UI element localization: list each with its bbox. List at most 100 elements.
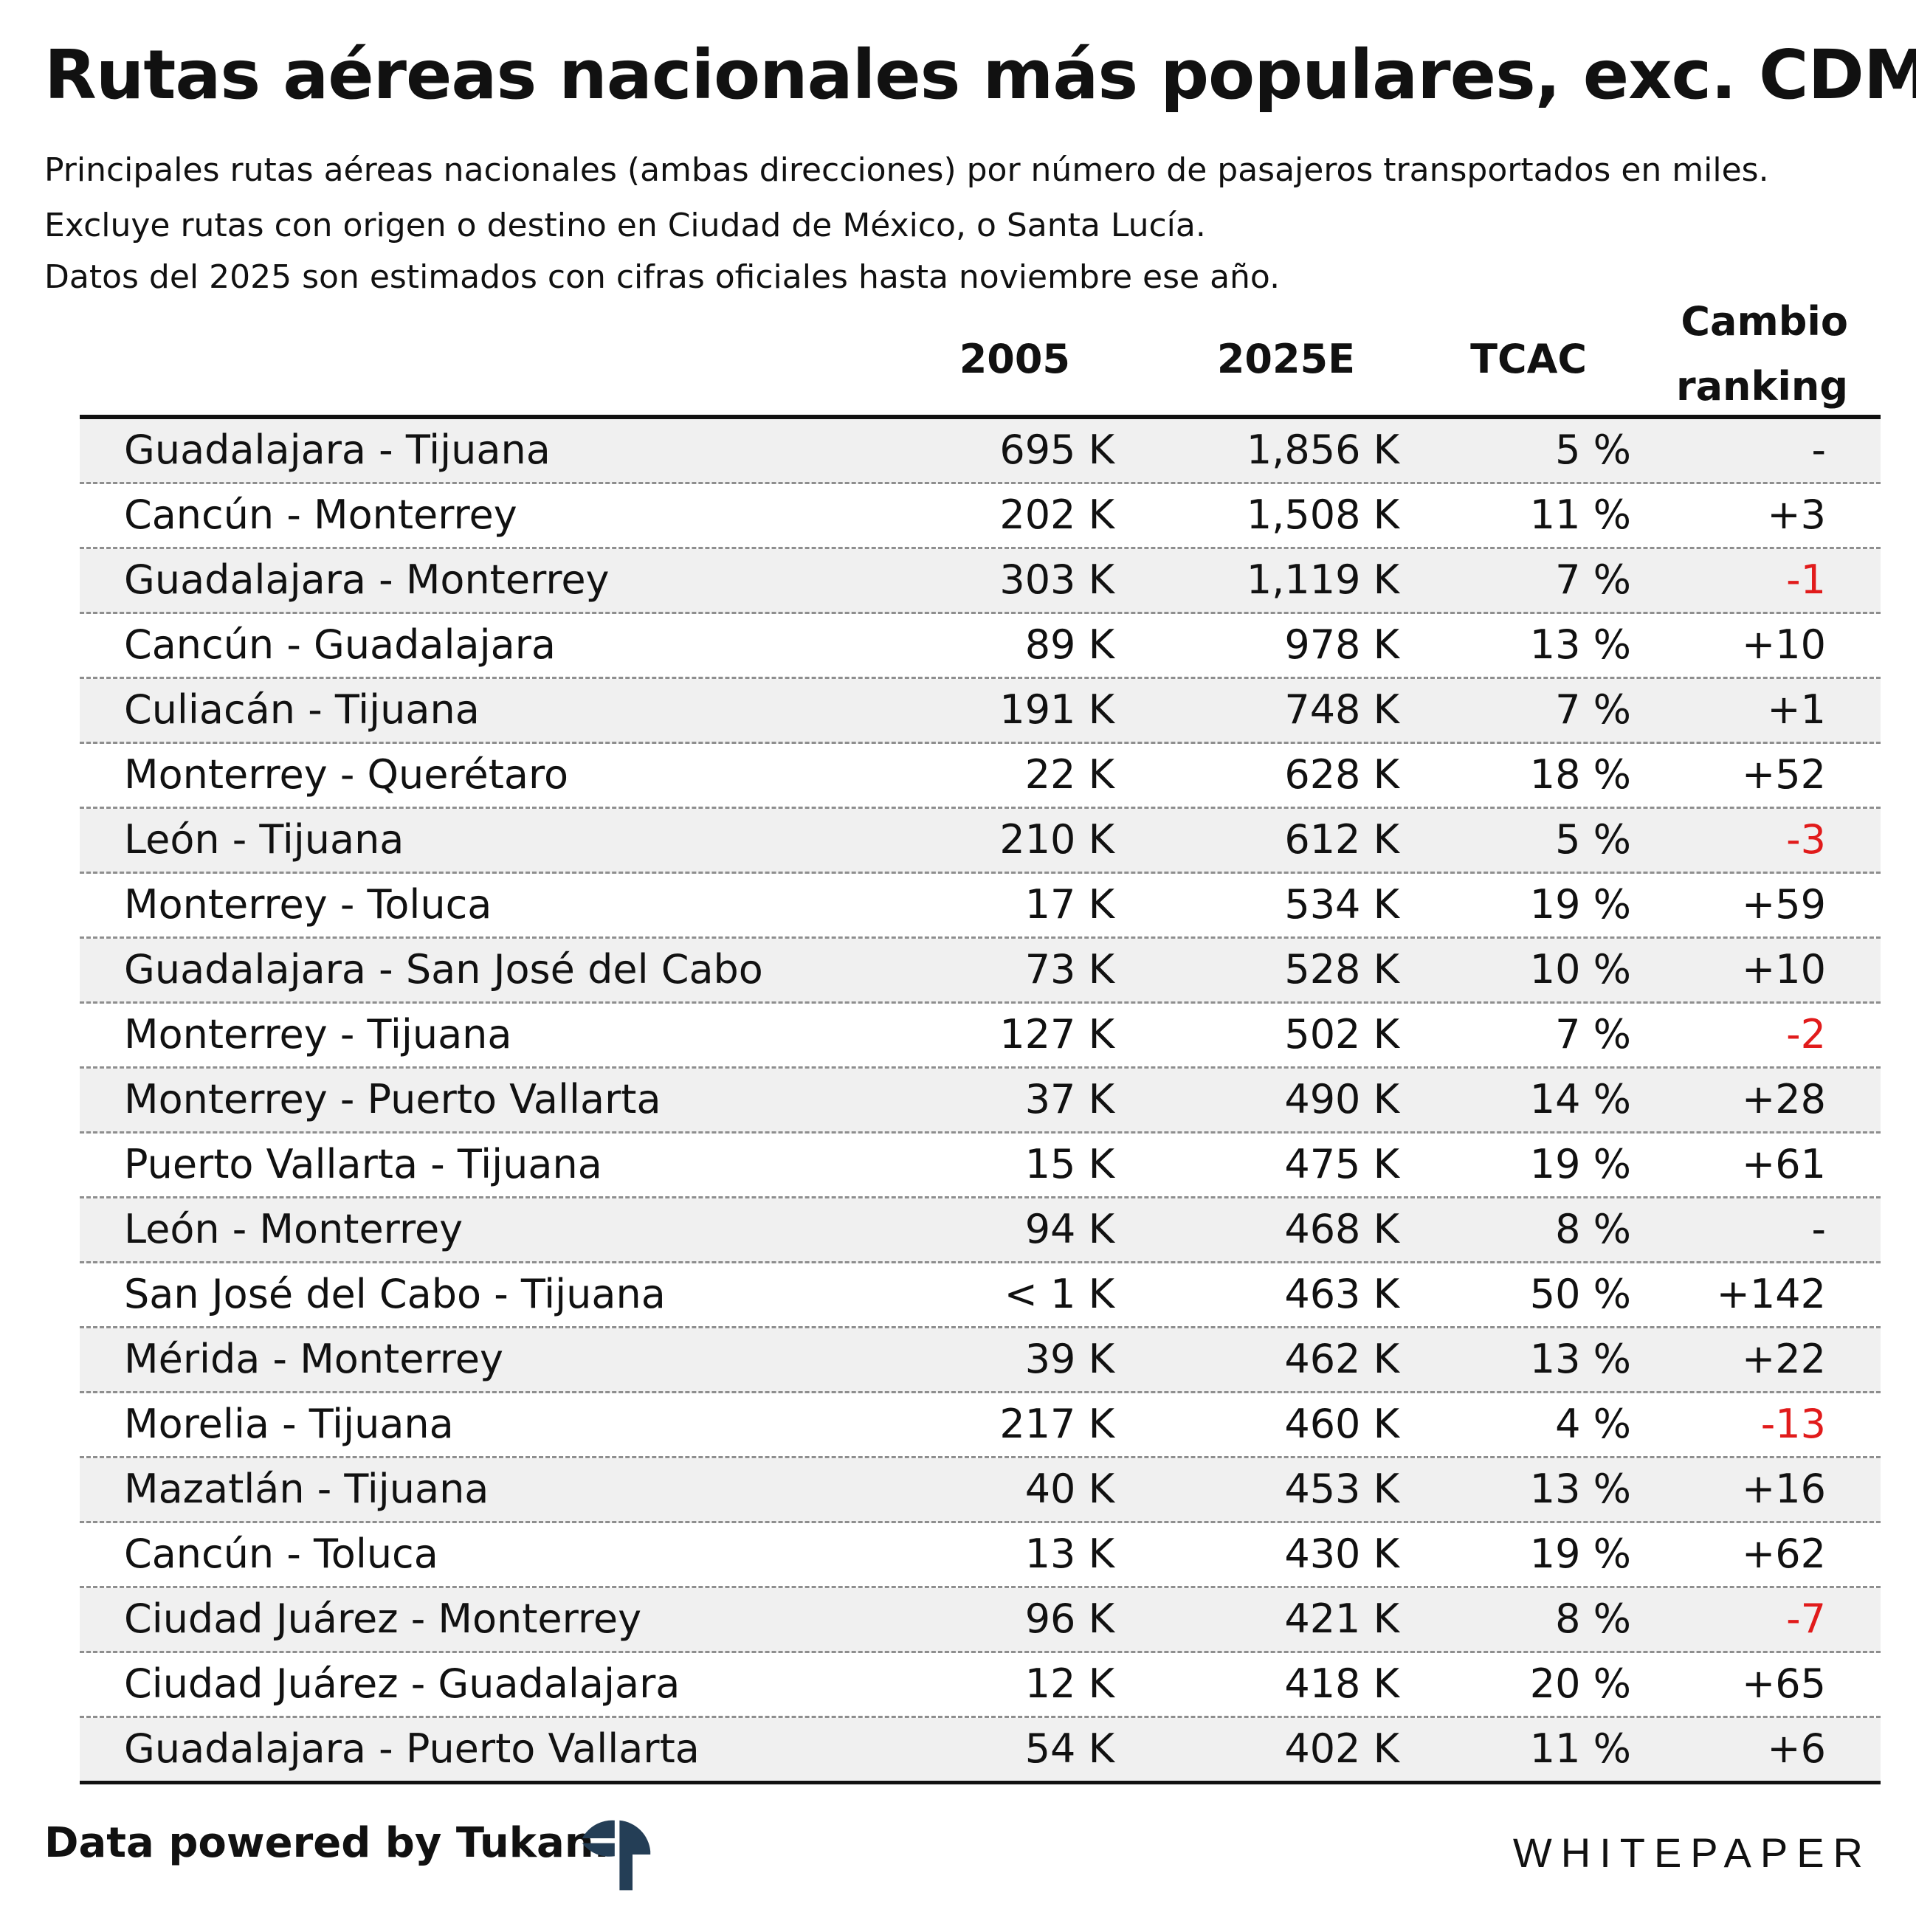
passengers-2005-cell: 37 K xyxy=(1024,1076,1114,1122)
passengers-2025e-cell: 462 K xyxy=(1284,1336,1399,1382)
route-cell: Ciudad Juárez - Monterrey xyxy=(124,1595,642,1642)
ranking-change-cell: +59 xyxy=(1742,881,1826,928)
passengers-2025e-cell: 1,508 K xyxy=(1246,491,1399,538)
ranking-change-cell: +6 xyxy=(1767,1725,1826,1772)
table-row: Monterrey - Querétaro 22 K 628 K 18 % +52 xyxy=(80,744,1881,809)
table-row: Ciudad Juárez - Guadalajara 12 K 418 K 20 %… xyxy=(80,1653,1881,1718)
tcac-cell: 7 % xyxy=(1555,1011,1631,1058)
passengers-2025e-cell: 418 K xyxy=(1284,1660,1399,1707)
table-row: Guadalajara - Monterrey 303 K 1,119 K 7 % -1 xyxy=(80,549,1881,614)
column-header-tcac: TCAC xyxy=(1470,336,1587,382)
ranking-change-cell: -1 xyxy=(1786,556,1826,603)
tcac-cell: 5 % xyxy=(1555,427,1631,473)
routes-table: Guadalajara - Tijuana 695 K 1,856 K 5 % - Can… xyxy=(80,415,1881,1784)
ranking-change-cell: +65 xyxy=(1742,1660,1826,1707)
table-row: Puerto Vallarta - Tijuana 15 K 475 K 19 % +6… xyxy=(80,1134,1881,1198)
table-row: Monterrey - Puerto Vallarta 37 K 490 K 14 %… xyxy=(80,1069,1881,1134)
passengers-2005-cell: 39 K xyxy=(1024,1336,1114,1382)
ranking-change-cell: +10 xyxy=(1742,946,1826,993)
tcac-cell: 7 % xyxy=(1555,556,1631,603)
ranking-change-cell: +16 xyxy=(1742,1466,1826,1512)
route-cell: León - Monterrey xyxy=(124,1206,464,1252)
passengers-2005-cell: 695 K xyxy=(999,427,1114,473)
ranking-change-cell: +62 xyxy=(1742,1531,1826,1577)
table-row: Cancún - Monterrey 202 K 1,508 K 11 % +3 xyxy=(80,484,1881,549)
passengers-2005-cell: 210 K xyxy=(999,816,1114,863)
ranking-change-cell: +10 xyxy=(1742,621,1826,668)
passengers-2005-cell: 217 K xyxy=(999,1401,1114,1447)
table-row: Monterrey - Tijuana 127 K 502 K 7 % -2 xyxy=(80,1004,1881,1069)
table-row: León - Tijuana 210 K 612 K 5 % -3 xyxy=(80,809,1881,874)
route-cell: Monterrey - Querétaro xyxy=(124,751,569,798)
passengers-2025e-cell: 460 K xyxy=(1284,1401,1399,1447)
passengers-2025e-cell: 463 K xyxy=(1284,1271,1399,1317)
ranking-change-cell: - xyxy=(1811,427,1827,473)
column-header-ranking-line-2: ranking xyxy=(1675,363,1848,410)
route-cell: Morelia - Tijuana xyxy=(124,1401,454,1447)
table-row: Culiacán - Tijuana 191 K 748 K 7 % +1 xyxy=(80,679,1881,744)
route-cell: Mérida - Monterrey xyxy=(124,1336,503,1382)
table-row: Ciudad Juárez - Monterrey 96 K 421 K 8 % -7 xyxy=(80,1588,1881,1653)
tcac-cell: 19 % xyxy=(1529,881,1631,928)
ranking-change-cell: - xyxy=(1811,1206,1827,1252)
ranking-change-cell: -2 xyxy=(1786,1011,1826,1058)
tcac-cell: 11 % xyxy=(1529,491,1631,538)
tcac-cell: 13 % xyxy=(1529,1336,1631,1382)
route-cell: Ciudad Juárez - Guadalajara xyxy=(124,1660,680,1707)
passengers-2025e-cell: 502 K xyxy=(1284,1011,1399,1058)
route-cell: Monterrey - Tijuana xyxy=(124,1011,512,1058)
passengers-2025e-cell: 748 K xyxy=(1284,686,1399,733)
tcac-cell: 14 % xyxy=(1529,1076,1631,1122)
tcac-cell: 8 % xyxy=(1555,1595,1631,1642)
table-row: Cancún - Guadalajara 89 K 978 K 13 % +10 xyxy=(80,614,1881,679)
ranking-change-cell: -3 xyxy=(1786,816,1826,863)
passengers-2025e-cell: 490 K xyxy=(1284,1076,1399,1122)
tcac-cell: 19 % xyxy=(1529,1141,1631,1187)
table-row: Guadalajara - San José del Cabo 73 K 528 K… xyxy=(80,939,1881,1004)
tcac-cell: 20 % xyxy=(1529,1660,1631,1707)
column-header-2025e: 2025E xyxy=(1216,336,1355,382)
whitepaper-brand: WHITEPAPER xyxy=(1512,1829,1872,1876)
table-row: Monterrey - Toluca 17 K 534 K 19 % +59 xyxy=(80,874,1881,939)
table-row: León - Monterrey 94 K 468 K 8 % - xyxy=(80,1198,1881,1263)
passengers-2005-cell: 17 K xyxy=(1024,881,1114,928)
route-cell: Mazatlán - Tijuana xyxy=(124,1466,489,1512)
passengers-2005-cell: < 1 K xyxy=(1004,1271,1114,1317)
route-cell: Guadalajara - Tijuana xyxy=(124,427,551,473)
passengers-2025e-cell: 468 K xyxy=(1284,1206,1399,1252)
ranking-change-cell: +3 xyxy=(1767,491,1826,538)
passengers-2025e-cell: 612 K xyxy=(1284,816,1399,863)
route-cell: Guadalajara - Puerto Vallarta xyxy=(124,1725,700,1772)
passengers-2025e-cell: 978 K xyxy=(1284,621,1399,668)
route-cell: Cancún - Guadalajara xyxy=(124,621,556,668)
passengers-2005-cell: 54 K xyxy=(1024,1725,1114,1772)
route-cell: Guadalajara - Monterrey xyxy=(124,556,610,603)
data-credit: Data powered by Tukan. xyxy=(44,1819,610,1867)
subtitle-line-1: Principales rutas aéreas nacionales (amb… xyxy=(44,151,1769,189)
tcac-cell: 18 % xyxy=(1529,751,1631,798)
route-cell: Cancún - Toluca xyxy=(124,1531,438,1577)
tcac-cell: 4 % xyxy=(1555,1401,1631,1447)
route-cell: León - Tijuana xyxy=(124,816,404,863)
chart-title: Rutas aéreas nacionales más populares, e… xyxy=(44,35,1916,114)
table-row: Guadalajara - Tijuana 695 K 1,856 K 5 % - xyxy=(80,419,1881,484)
tcac-cell: 5 % xyxy=(1555,816,1631,863)
column-header-ranking-line-1: Cambio xyxy=(1681,298,1848,345)
tcac-cell: 19 % xyxy=(1529,1531,1631,1577)
passengers-2025e-cell: 1,119 K xyxy=(1246,556,1399,603)
ranking-change-cell: +61 xyxy=(1742,1141,1826,1187)
ranking-change-cell: -7 xyxy=(1786,1595,1826,1642)
passengers-2005-cell: 40 K xyxy=(1024,1466,1114,1512)
table-row: Mazatlán - Tijuana 40 K 453 K 13 % +16 xyxy=(80,1458,1881,1523)
passengers-2025e-cell: 402 K xyxy=(1284,1725,1399,1772)
passengers-2025e-cell: 628 K xyxy=(1284,751,1399,798)
ranking-change-cell: -13 xyxy=(1760,1401,1826,1447)
table-row: Guadalajara - Puerto Vallarta 54 K 402 K 11… xyxy=(80,1718,1881,1781)
tcac-cell: 50 % xyxy=(1529,1271,1631,1317)
column-header-ranking-change: Cambio ranking xyxy=(1676,289,1848,419)
ranking-change-cell: +1 xyxy=(1767,686,1826,733)
route-cell: Puerto Vallarta - Tijuana xyxy=(124,1141,602,1187)
passengers-2005-cell: 202 K xyxy=(999,491,1114,538)
passengers-2025e-cell: 1,856 K xyxy=(1246,427,1399,473)
passengers-2005-cell: 94 K xyxy=(1024,1206,1114,1252)
